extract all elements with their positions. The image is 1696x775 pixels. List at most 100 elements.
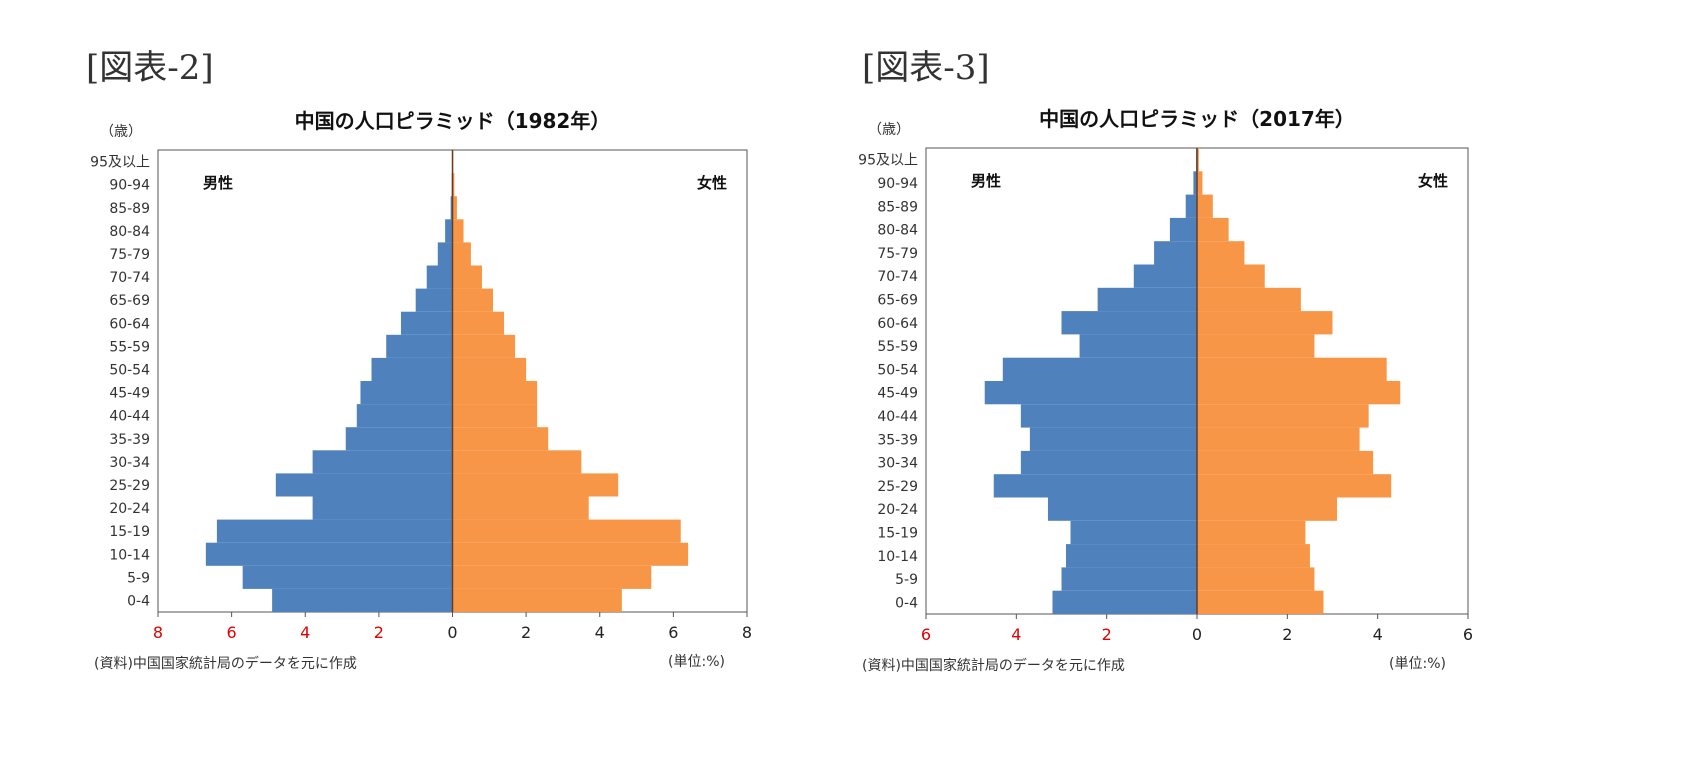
y-tick-label: 90-94 <box>877 176 918 192</box>
y-tick-label: 50-54 <box>877 362 918 378</box>
bar-male-80-84 <box>445 219 453 243</box>
x-tick-label: 8 <box>742 623 752 642</box>
y-tick-label: 85-89 <box>109 201 150 217</box>
bar-male-75-79 <box>1154 241 1197 265</box>
bar-male-20-24 <box>1047 497 1197 521</box>
bar-male-50-54 <box>371 357 453 381</box>
male-label: 男性 <box>203 174 233 192</box>
bar-female-20-24 <box>452 496 589 520</box>
chart-title: 中国の人口ピラミッド（2017年） <box>1039 107 1355 131</box>
x-tick-label: 0 <box>1192 625 1202 644</box>
y-tick-label: 20-24 <box>877 502 918 518</box>
y-tick-label: 40-44 <box>109 409 150 425</box>
bar-female-95及以上 <box>1197 148 1199 172</box>
bar-female-35-39 <box>452 427 549 451</box>
y-tick-label: 15-19 <box>877 525 918 541</box>
bar-male-70-74 <box>1133 264 1197 288</box>
bar-male-20-24 <box>312 496 453 520</box>
unit-note: (単位:%) <box>1389 656 1446 672</box>
female-label: 女性 <box>1418 172 1448 190</box>
bar-female-70-74 <box>452 265 482 289</box>
bar-male-0-4 <box>272 588 453 612</box>
y-tick-label: 70-74 <box>109 270 150 286</box>
chart-title: 中国の人口ピラミッド（1982年） <box>295 109 611 133</box>
x-tick-label: 0 <box>447 623 457 642</box>
bar-female-40-44 <box>1197 404 1369 428</box>
y-tick-label: 55-59 <box>877 339 918 355</box>
y-tick-label: 60-64 <box>877 316 918 332</box>
bar-male-65-69 <box>1097 287 1197 312</box>
y-tick-label: 65-69 <box>109 293 150 309</box>
y-tick-label: 65-69 <box>877 292 918 308</box>
y-tick-label: 5-9 <box>127 570 150 586</box>
y-tick-label: 35-39 <box>877 432 918 448</box>
y-tick-label: 35-39 <box>109 432 150 448</box>
x-tick-label: 6 <box>1463 625 1473 644</box>
y-tick-label: 25-29 <box>877 479 918 495</box>
pyramid-chart-1982: 0-4 5-9 10-14 15-19 20-24 25-29 30-34 35-39 40-4… <box>90 109 752 672</box>
y-tick-label: 80-84 <box>109 224 150 240</box>
bar-female-80-84 <box>452 219 464 243</box>
bar-male-30-34 <box>312 450 453 474</box>
unit-note: (単位:%) <box>668 654 725 670</box>
y-tick-label: 20-24 <box>109 501 150 517</box>
bar-female-10-14 <box>1197 544 1310 568</box>
y-tick-label: 75-79 <box>877 246 918 262</box>
bar-female-5-9 <box>1197 567 1315 591</box>
bar-female-0-4 <box>452 588 622 612</box>
bar-female-50-54 <box>1197 357 1387 381</box>
bar-female-55-59 <box>1197 334 1315 358</box>
y-tick-label: 80-84 <box>877 223 918 239</box>
bar-female-65-69 <box>452 288 493 312</box>
y-tick-label: 90-94 <box>109 178 150 194</box>
bar-female-15-19 <box>1197 520 1306 545</box>
y-tick-label: 55-59 <box>109 339 150 355</box>
bar-female-15-19 <box>452 519 681 543</box>
bar-female-65-69 <box>1197 287 1301 312</box>
bar-male-80-84 <box>1169 217 1197 242</box>
pyramid-chart-2017: 0-4 5-9 10-14 15-19 20-24 25-29 30-34 35-39 40-4… <box>858 107 1473 674</box>
bar-female-85-89 <box>452 196 457 220</box>
bar-female-75-79 <box>1197 241 1245 265</box>
y-tick-label: 45-49 <box>877 386 918 402</box>
bar-male-5-9 <box>1061 567 1197 591</box>
bar-male-35-39 <box>345 427 453 451</box>
y-tick-label: 95及以上 <box>90 155 150 171</box>
bar-male-45-49 <box>984 381 1197 405</box>
bar-female-75-79 <box>452 242 471 266</box>
x-tick-label: 4 <box>300 623 310 642</box>
bar-female-50-54 <box>452 357 527 381</box>
bar-female-90-94 <box>452 173 455 197</box>
bar-male-85-89 <box>450 196 453 220</box>
bar-female-40-44 <box>452 404 538 428</box>
bar-female-70-74 <box>1197 264 1265 288</box>
bar-male-10-14 <box>205 542 453 566</box>
y-tick-label: 0-4 <box>895 595 918 611</box>
y-axis-label: （歳） <box>868 122 910 138</box>
bar-female-5-9 <box>452 565 652 589</box>
source-note: (資料)中国国家統計局のデータを元に作成 <box>94 655 357 672</box>
x-tick-label: 2 <box>374 623 384 642</box>
bar-female-25-29 <box>1197 474 1392 498</box>
bar-female-45-49 <box>1197 381 1401 405</box>
y-tick-label: 25-29 <box>109 478 150 494</box>
bar-female-10-14 <box>452 542 689 566</box>
y-tick-label: 60-64 <box>109 316 150 332</box>
bar-male-45-49 <box>360 381 453 405</box>
y-tick-label: 85-89 <box>877 199 918 215</box>
bar-male-30-34 <box>1020 450 1197 475</box>
bar-male-90-94 <box>1193 171 1197 195</box>
x-tick-label: 2 <box>1102 625 1112 644</box>
female-label: 女性 <box>697 174 727 192</box>
bar-male-60-64 <box>1061 311 1197 335</box>
bar-male-0-4 <box>1052 590 1197 614</box>
bar-male-85-89 <box>1185 194 1197 218</box>
bar-female-30-34 <box>1197 450 1374 475</box>
bar-male-15-19 <box>216 519 453 543</box>
bar-male-5-9 <box>242 565 453 589</box>
y-tick-label: 15-19 <box>109 524 150 540</box>
bar-female-30-34 <box>452 450 582 474</box>
bar-female-80-84 <box>1197 217 1229 242</box>
y-tick-label: 0-4 <box>127 593 150 609</box>
x-tick-label: 2 <box>1282 625 1292 644</box>
